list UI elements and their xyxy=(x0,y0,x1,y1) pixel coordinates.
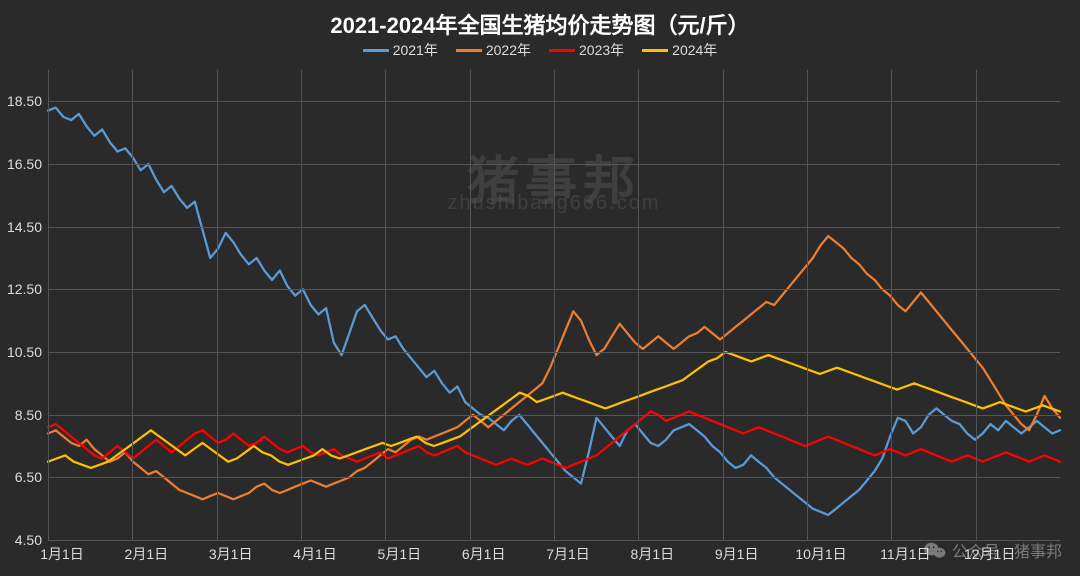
x-tick-label: 5月1日 xyxy=(378,544,422,564)
gridline-v xyxy=(723,70,724,540)
legend-swatch xyxy=(642,49,668,52)
plot-area: 猪事邦 zhushibang666.com xyxy=(48,70,1060,540)
legend-swatch xyxy=(456,49,482,52)
gridline-v xyxy=(807,70,808,540)
y-tick-label: 8.50 xyxy=(0,407,42,423)
gridline-v xyxy=(554,70,555,540)
legend-label: 2024年 xyxy=(672,40,717,60)
x-tick-label: 10月1日 xyxy=(795,544,846,564)
legend-label: 2021年 xyxy=(393,40,438,60)
legend-item: 2022年 xyxy=(456,40,531,60)
x-tick-label: 4月1日 xyxy=(293,544,337,564)
y-tick-label: 16.50 xyxy=(0,156,42,172)
legend-item: 2023年 xyxy=(549,40,624,60)
chart-container: 2021-2024年全国生猪均价走势图（元/斤） 2021年 2022年 2023年… xyxy=(0,0,1080,576)
y-tick-label: 14.50 xyxy=(0,219,42,235)
legend: 2021年 2022年 2023年 2024年 xyxy=(0,40,1080,60)
gridline-v xyxy=(638,70,639,540)
legend-item: 2021年 xyxy=(363,40,438,60)
legend-swatch xyxy=(363,49,389,52)
x-tick-label: 7月1日 xyxy=(546,544,590,564)
y-tick-label: 4.50 xyxy=(0,532,42,548)
legend-label: 2023年 xyxy=(579,40,624,60)
x-tick-label: 8月1日 xyxy=(631,544,675,564)
x-tick-label: 6月1日 xyxy=(462,544,506,564)
x-tick-label: 12月1日 xyxy=(964,544,1015,564)
gridline-v xyxy=(301,70,302,540)
y-tick-label: 12.50 xyxy=(0,281,42,297)
gridline-h xyxy=(48,540,1060,541)
gridline-v xyxy=(891,70,892,540)
x-tick-label: 11月1日 xyxy=(880,544,930,564)
legend-swatch xyxy=(549,49,575,52)
y-tick-label: 10.50 xyxy=(0,344,42,360)
gridline-v xyxy=(132,70,133,540)
x-tick-label: 2月1日 xyxy=(125,544,169,564)
legend-item: 2024年 xyxy=(642,40,717,60)
gridline-v xyxy=(217,70,218,540)
gridline-v xyxy=(470,70,471,540)
x-tick-label: 9月1日 xyxy=(715,544,759,564)
x-tick-label: 3月1日 xyxy=(209,544,253,564)
y-tick-label: 6.50 xyxy=(0,469,42,485)
gridline-v xyxy=(976,70,977,540)
gridline-v xyxy=(48,70,49,540)
y-tick-label: 18.50 xyxy=(0,93,42,109)
gridline-v xyxy=(385,70,386,540)
legend-label: 2022年 xyxy=(486,40,531,60)
x-tick-label: 1月1日 xyxy=(40,544,84,564)
chart-title: 2021-2024年全国生猪均价走势图（元/斤） xyxy=(0,8,1080,40)
